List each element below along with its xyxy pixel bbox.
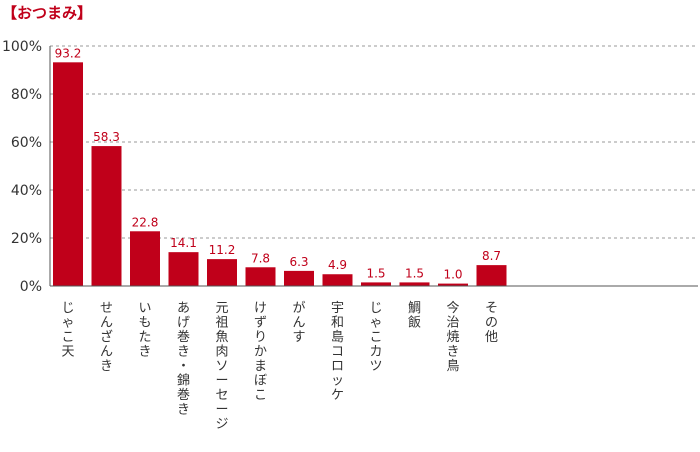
- bars: [53, 62, 507, 286]
- bar: [361, 282, 391, 286]
- bar: [168, 252, 199, 286]
- data-label: 1.5: [405, 266, 424, 280]
- category-label: 元祖魚肉ソーセージ: [215, 301, 228, 432]
- data-label: 1.0: [443, 268, 462, 282]
- category-label: せんざんき: [100, 301, 113, 374]
- data-label: 6.3: [289, 255, 308, 269]
- data-label: 7.8: [251, 251, 270, 265]
- y-tick-label: 20%: [11, 231, 42, 247]
- bar: [322, 274, 353, 286]
- data-label: 58.3: [93, 130, 120, 144]
- category-label: 鯛飯: [408, 301, 421, 331]
- y-tick-label: 0%: [20, 279, 42, 295]
- bar: [476, 265, 507, 286]
- category-labels: じゃこ天 せんざんき いもたき あげ巻き・錦巻き 元祖魚肉ソーセージ けずりかまぼこ がんす…: [61, 300, 498, 432]
- category-label: あげ巻き・錦巻き: [177, 301, 190, 418]
- data-label: 11.2: [209, 243, 236, 257]
- grid-lines: [50, 45, 698, 239]
- data-label: 22.8: [132, 215, 159, 229]
- y-tick-label: 80%: [11, 87, 42, 103]
- data-label: 93.2: [55, 46, 82, 60]
- data-label: 4.9: [328, 258, 347, 272]
- bar: [245, 267, 276, 286]
- y-axis-ticks: 0% 20% 40% 60% 80% 100%: [2, 39, 42, 295]
- y-tick-label: 60%: [11, 135, 42, 151]
- category-label: じゃこ天: [61, 301, 74, 360]
- bar: [130, 231, 160, 286]
- bar: [284, 270, 314, 286]
- data-label: 8.7: [482, 249, 501, 263]
- bar: [53, 62, 83, 286]
- category-label: じゃこカツ: [369, 301, 382, 374]
- bar: [207, 259, 237, 286]
- y-tick-label: 40%: [11, 183, 42, 199]
- category-label: 宇和島コロッケ: [331, 301, 344, 403]
- category-label: がんす: [292, 301, 305, 345]
- category-label: けずりかまぼこ: [254, 301, 267, 403]
- data-label: 14.1: [170, 236, 197, 250]
- category-label: いもたき: [138, 301, 151, 360]
- data-labels: 93.2 58.3 22.8 14.1 11.2 7.8 6.3 4.9 1.5 1.5 1.0 8.…: [55, 46, 501, 281]
- bar: [399, 282, 430, 286]
- y-tick-label: 100%: [2, 39, 42, 55]
- category-label: 今治焼き鳥: [446, 300, 459, 374]
- bar: [91, 146, 122, 286]
- category-label: その他: [485, 301, 498, 345]
- data-label: 1.5: [366, 266, 385, 280]
- bar: [438, 283, 468, 286]
- chart-title: 【おつまみ】: [2, 4, 93, 22]
